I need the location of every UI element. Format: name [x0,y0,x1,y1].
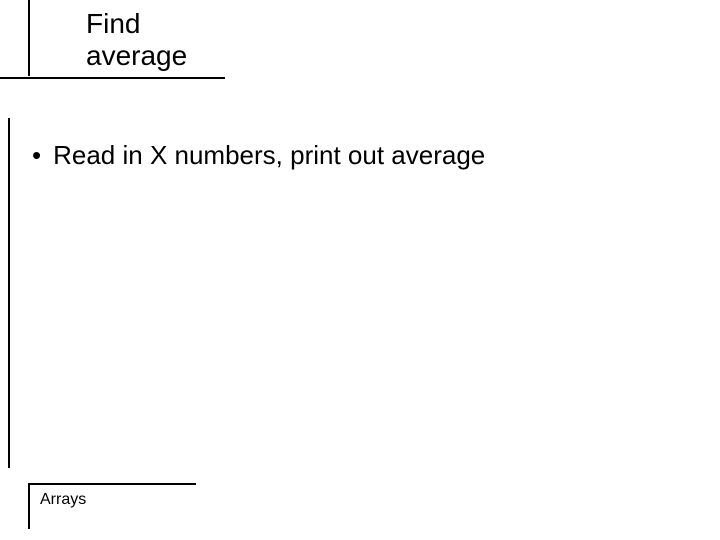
bullet-item: • Read in X numbers, print out average [32,140,485,171]
title-box: Find average [28,0,247,76]
slide-title: Find average [30,8,247,72]
footer-label: Arrays [40,491,196,509]
title-line-1: Find [86,8,140,39]
body-box: • Read in X numbers, print out average [8,118,485,468]
bullet-marker: • [32,140,41,171]
footer-box: Arrays [28,483,196,529]
bullet-text: Read in X numbers, print out average [53,140,485,171]
title-underline [0,77,225,79]
title-line-2: average [86,40,187,71]
